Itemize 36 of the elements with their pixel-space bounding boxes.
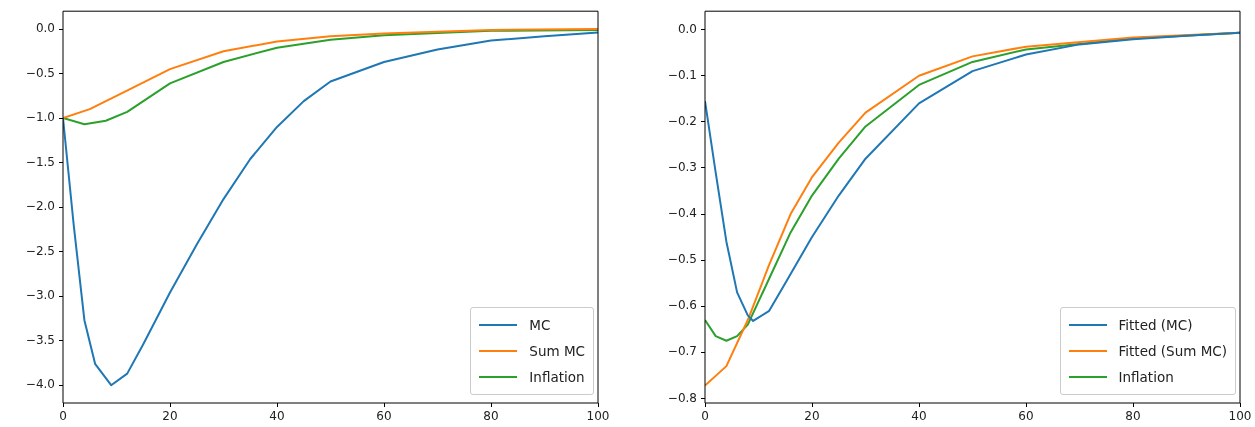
- y-tick-label: 0.0: [677, 21, 697, 36]
- legend-label: Fitted (Sum MC): [1118, 343, 1227, 359]
- legend-label: Inflation: [1118, 369, 1174, 385]
- x-tick-label: 100: [586, 409, 610, 424]
- x-tick-label: 20: [162, 409, 178, 424]
- x-tick-label: 0: [59, 409, 67, 424]
- y-tick-label: −3.5: [25, 332, 55, 347]
- y-tick-label: −0.7: [667, 344, 697, 359]
- y-tick-label: −3.0: [25, 288, 55, 303]
- y-tick-label: −4.0: [25, 377, 55, 392]
- x-tick-label: 20: [804, 409, 820, 424]
- y-tick-label: −0.8: [667, 390, 697, 405]
- y-tick-label: −0.4: [667, 206, 697, 221]
- y-tick-label: 0.0: [35, 21, 55, 36]
- x-tick-label: 80: [483, 409, 499, 424]
- y-tick-label: −1.0: [25, 110, 55, 125]
- x-tick-label: 40: [911, 409, 927, 424]
- y-tick-label: −0.3: [667, 160, 697, 175]
- x-tick-label: 40: [269, 409, 285, 424]
- y-tick-label: −0.5: [667, 252, 697, 267]
- legend-label: Fitted (MC): [1118, 317, 1193, 333]
- y-tick-label: −1.5: [25, 154, 55, 169]
- x-tick-label: 100: [1228, 409, 1252, 424]
- legend-label: Sum MC: [529, 343, 585, 359]
- y-tick-label: −0.5: [25, 65, 55, 80]
- x-tick-label: 60: [1018, 409, 1034, 424]
- x-tick-label: 80: [1125, 409, 1141, 424]
- y-tick-label: −2.0: [25, 199, 55, 214]
- legend-label: Inflation: [529, 369, 585, 385]
- x-tick-label: 60: [376, 409, 392, 424]
- y-tick-label: −0.6: [667, 298, 697, 313]
- y-tick-label: −0.1: [667, 67, 697, 82]
- y-tick-label: −2.5: [25, 243, 55, 258]
- y-tick-label: −0.2: [667, 113, 697, 128]
- legend-label: MC: [529, 317, 551, 333]
- x-tick-label: 0: [701, 409, 709, 424]
